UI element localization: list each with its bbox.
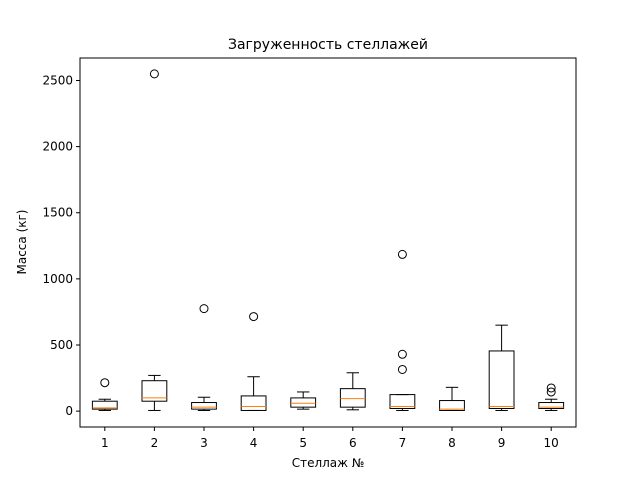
x-tick-label: 4 (250, 436, 258, 450)
box-iqr (91, 400, 118, 410)
box-7 (389, 249, 416, 411)
box-iqr (240, 395, 267, 411)
outlier-point (546, 383, 556, 393)
x-tick-label: 10 (544, 436, 559, 450)
outlier-point (149, 69, 159, 79)
outlier-point (199, 304, 209, 314)
box-5 (290, 391, 317, 410)
y-tick-label: 2000 (42, 140, 73, 154)
y-axis: 0 500 1000 1500 2000 2500 (42, 73, 80, 418)
x-tick-label: 8 (448, 436, 456, 450)
chart-title: Загруженность стеллажей (228, 37, 428, 53)
x-tick-label: 6 (349, 436, 357, 450)
y-axis-label: Масса (кг) (15, 210, 29, 275)
box-3 (191, 304, 217, 411)
box-iqr (389, 394, 416, 409)
y-tick-label: 1000 (42, 272, 73, 286)
box-iqr (439, 400, 465, 411)
x-tick-label: 3 (200, 436, 208, 450)
box-6 (339, 372, 366, 411)
box-iqr (339, 388, 366, 408)
box-4 (240, 312, 267, 411)
box-iqr (290, 397, 317, 408)
x-tick-label: 9 (498, 436, 506, 450)
y-tick-label: 0 (65, 404, 73, 418)
box-iqr (488, 350, 515, 409)
box-10 (538, 383, 565, 411)
plot-area (79, 57, 577, 428)
box-1 (91, 378, 118, 411)
box-iqr (141, 380, 168, 402)
outlier-point (397, 364, 407, 374)
outlier-point (397, 349, 407, 359)
x-tick-label: 1 (101, 436, 109, 450)
x-axis-label: Стеллаж № (292, 456, 365, 470)
boxes-layer (91, 69, 565, 411)
box-iqr (191, 402, 217, 410)
x-tick-label: 5 (299, 436, 307, 450)
x-tick-label: 7 (399, 436, 407, 450)
outlier-point (397, 249, 407, 259)
outlier-point (100, 378, 110, 388)
outlier-point (249, 312, 259, 322)
x-axis: 1 2 3 4 5 6 7 8 9 10 (101, 427, 559, 450)
box-2 (141, 69, 168, 411)
y-tick-label: 500 (50, 338, 73, 352)
box-iqr (538, 402, 565, 409)
y-tick-label: 2500 (42, 73, 73, 87)
outlier-point (546, 387, 556, 397)
box-9 (488, 324, 515, 411)
x-tick-label: 2 (151, 436, 159, 450)
y-tick-label: 1500 (42, 206, 73, 220)
box-8 (439, 386, 465, 411)
